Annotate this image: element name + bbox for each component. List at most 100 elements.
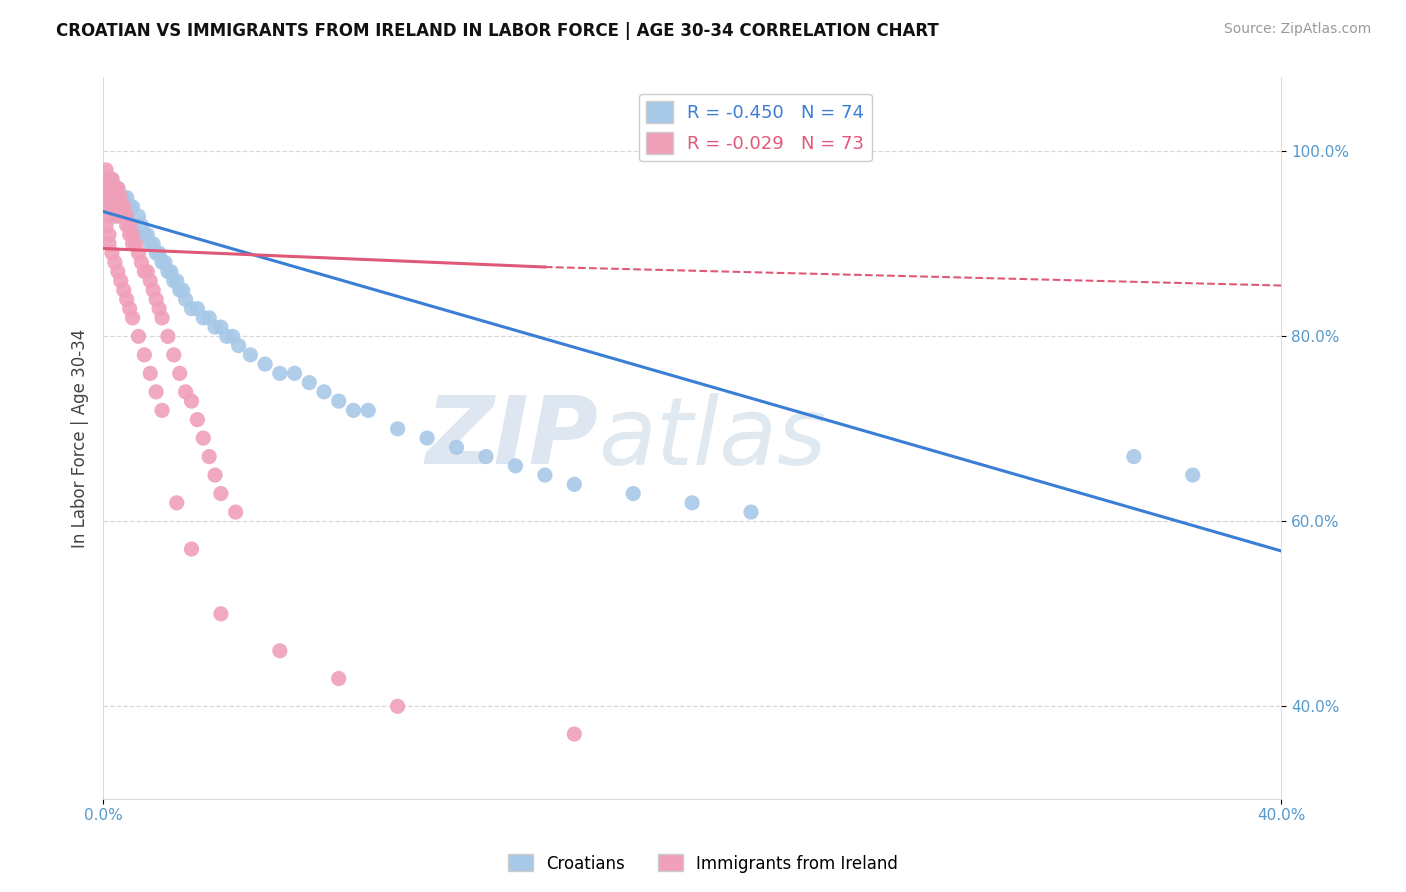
Point xyxy=(94,172,117,186)
Legend: R = -0.450   N = 74, R = -0.029   N = 73: R = -0.450 N = 74, R = -0.029 N = 73 xyxy=(638,94,872,161)
Point xyxy=(139,274,162,288)
Point xyxy=(150,310,173,325)
Point xyxy=(94,181,117,195)
Point xyxy=(166,496,188,510)
Point xyxy=(139,367,162,381)
Point xyxy=(107,181,129,195)
Point xyxy=(98,191,121,205)
Point xyxy=(475,450,498,464)
Point xyxy=(121,227,143,242)
Point xyxy=(156,329,179,343)
Point xyxy=(166,274,188,288)
Point xyxy=(1122,450,1144,464)
Point xyxy=(98,172,121,186)
Point xyxy=(134,227,156,242)
Point xyxy=(110,200,132,214)
Point xyxy=(180,301,202,316)
Point xyxy=(104,255,127,269)
Point xyxy=(118,219,141,233)
Point xyxy=(312,384,335,399)
Point xyxy=(505,458,527,473)
Point xyxy=(172,283,194,297)
Point xyxy=(209,607,232,621)
Text: Source: ZipAtlas.com: Source: ZipAtlas.com xyxy=(1223,22,1371,37)
Point xyxy=(101,191,124,205)
Point xyxy=(110,191,132,205)
Point xyxy=(98,209,121,223)
Point xyxy=(142,283,165,297)
Point xyxy=(131,219,153,233)
Point xyxy=(94,191,117,205)
Point xyxy=(562,477,585,491)
Point xyxy=(1181,468,1204,483)
Point xyxy=(148,246,170,260)
Point xyxy=(107,191,129,205)
Point xyxy=(169,283,191,297)
Point xyxy=(139,236,162,251)
Point xyxy=(621,486,644,500)
Point xyxy=(94,172,117,186)
Point xyxy=(110,191,132,205)
Point xyxy=(145,293,167,307)
Point xyxy=(222,329,245,343)
Point xyxy=(115,209,138,223)
Point xyxy=(283,367,305,381)
Point xyxy=(225,505,247,519)
Point xyxy=(142,236,165,251)
Point xyxy=(209,486,232,500)
Point xyxy=(115,209,138,223)
Point xyxy=(239,348,262,362)
Point xyxy=(186,412,208,426)
Point xyxy=(387,422,409,436)
Point xyxy=(150,403,173,417)
Point xyxy=(98,227,121,242)
Point xyxy=(104,191,127,205)
Point xyxy=(115,191,138,205)
Point xyxy=(131,255,153,269)
Point xyxy=(118,301,141,316)
Point xyxy=(112,191,135,205)
Point xyxy=(101,181,124,195)
Point xyxy=(127,209,149,223)
Point xyxy=(156,265,179,279)
Point xyxy=(228,338,250,352)
Point xyxy=(101,246,124,260)
Point xyxy=(110,274,132,288)
Point xyxy=(387,699,409,714)
Point xyxy=(124,227,146,242)
Point xyxy=(193,431,215,445)
Point xyxy=(269,367,291,381)
Point xyxy=(209,320,232,334)
Text: ZIP: ZIP xyxy=(425,392,598,484)
Legend: Croatians, Immigrants from Ireland: Croatians, Immigrants from Ireland xyxy=(501,847,905,880)
Point xyxy=(115,293,138,307)
Point xyxy=(101,172,124,186)
Point xyxy=(174,384,197,399)
Point xyxy=(98,181,121,195)
Point xyxy=(198,310,221,325)
Point xyxy=(186,301,208,316)
Point xyxy=(204,320,226,334)
Point xyxy=(174,293,197,307)
Point xyxy=(104,191,127,205)
Point xyxy=(328,394,350,409)
Point xyxy=(118,200,141,214)
Point xyxy=(204,468,226,483)
Point xyxy=(98,191,121,205)
Point xyxy=(107,181,129,195)
Point xyxy=(153,255,176,269)
Point xyxy=(446,441,468,455)
Point xyxy=(145,246,167,260)
Point xyxy=(115,219,138,233)
Point xyxy=(101,181,124,195)
Point xyxy=(180,542,202,557)
Point xyxy=(98,236,121,251)
Point xyxy=(269,644,291,658)
Point xyxy=(104,181,127,195)
Point xyxy=(101,172,124,186)
Point xyxy=(110,200,132,214)
Point xyxy=(134,348,156,362)
Point xyxy=(98,181,121,195)
Point xyxy=(104,181,127,195)
Point xyxy=(121,310,143,325)
